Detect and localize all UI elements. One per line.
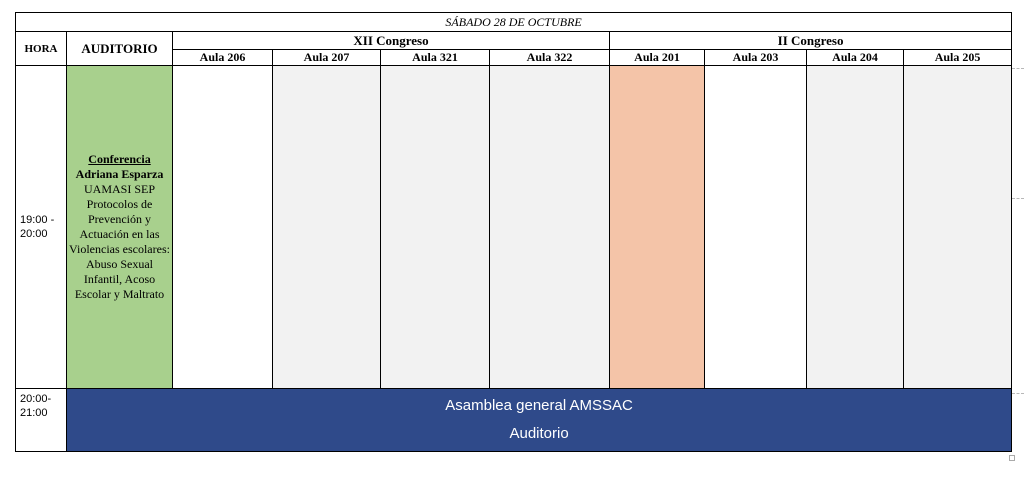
- aula-header: Aula 322: [489, 49, 610, 66]
- auditorio-header: AUDITORIO: [66, 31, 173, 66]
- empty-slot-cell: [489, 65, 610, 389]
- speaker-name: Adriana Esparza: [75, 167, 164, 181]
- aula-header: Aula 204: [806, 49, 904, 66]
- assembly-title: Asamblea general AMSSAC: [445, 397, 633, 414]
- schedule-table: SÁBADO 28 DE OCTUBRE HORA AUDITORIO XII …: [14, 12, 1013, 452]
- event-description: UAMASI SEP Protocolos de Prevención y Ac…: [69, 182, 170, 301]
- time-cell: 19:00 - 20:00: [15, 65, 67, 389]
- aula-header: Aula 206: [172, 49, 273, 66]
- aula-header: Aula 205: [902, 49, 1013, 66]
- empty-slot-cell: [380, 65, 490, 389]
- empty-slot-cell: [272, 65, 381, 389]
- congreso-ii-header: II Congreso: [608, 31, 1013, 50]
- time-slot-row: 19:00 - 20:00 Conferencia Adriana Esparz…: [15, 65, 1013, 389]
- time-cell: 20:00- 21:00: [15, 388, 67, 452]
- auditorio-event-cell: Conferencia Adriana Esparza UAMASI SEP P…: [66, 65, 173, 389]
- margin-guide: [1012, 198, 1024, 199]
- aula-header: Aula 203: [704, 49, 807, 66]
- margin-guide: [1012, 68, 1024, 69]
- resize-handle[interactable]: [1009, 455, 1015, 461]
- aula-header: Aula 207: [272, 49, 381, 66]
- day-title: SÁBADO 28 DE OCTUBRE: [14, 12, 1013, 32]
- highlighted-slot-cell: [609, 65, 705, 389]
- congreso-xii-header: XII Congreso: [172, 31, 610, 50]
- aula-header: Aula 201: [609, 49, 705, 66]
- empty-slot-cell: [704, 65, 807, 389]
- margin-guide: [1012, 393, 1024, 394]
- assembly-location: Auditorio: [509, 425, 569, 442]
- empty-slot-cell: [806, 65, 904, 389]
- assembly-event-cell: Asamblea general AMSSAC Auditorio: [65, 388, 1013, 452]
- hora-header: HORA: [15, 31, 67, 66]
- empty-slot-cell: [902, 65, 1013, 389]
- empty-slot-cell: [172, 65, 273, 389]
- event-type: Conferencia: [88, 152, 151, 166]
- aula-header: Aula 321: [380, 49, 490, 66]
- time-slot-row: 20:00- 21:00 Asamblea general AMSSAC Aud…: [15, 388, 1013, 452]
